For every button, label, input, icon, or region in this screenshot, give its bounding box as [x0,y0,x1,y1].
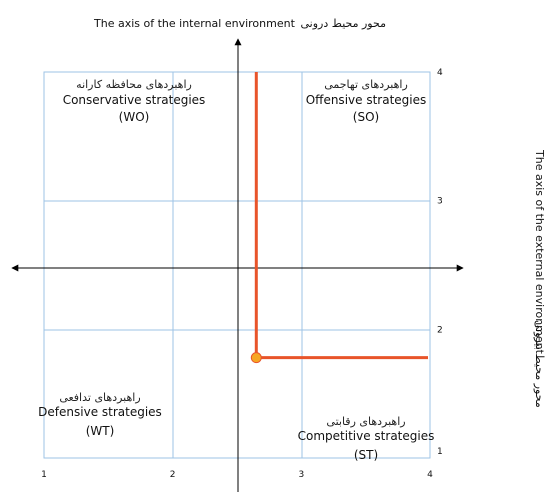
quadrant-so-en: Offensive strategies [306,93,427,107]
right-axis-title: The axis of the external environment [533,149,546,355]
y-tick-label: 2 [437,325,443,335]
diagram-title: The axis of the internal environment [93,17,296,30]
quadrant-st-en: Competitive strategies [298,429,435,443]
y-tick-label: 3 [437,197,443,207]
quadrant-so-code: (SO) [353,110,379,124]
position-point [250,352,262,364]
y-tick-label: 4 [437,68,443,78]
quadrant-wt-code: (WT) [86,424,115,438]
quadrant-wt-en: Defensive strategies [38,405,162,419]
quadrant-wo-fa: راهبردهای محافظه کارانه [76,78,192,91]
y-tick-label: 1 [437,447,443,457]
quadrant-wo-code: (WO) [119,110,150,124]
x-tick-label: 2 [170,470,176,480]
x-tick-label: 4 [427,470,433,480]
diagram-title-fa: محور محیط درونی [301,17,387,30]
quadrant-wo-en: Conservative strategies [63,93,206,107]
quadrant-so-fa: راهبردهای تهاجمی [324,78,408,91]
x-tick-label: 3 [298,470,304,480]
x-tick-label: 1 [41,470,47,480]
quadrant-wt-fa: راهبردهای تدافعی [59,391,140,404]
quadrant-st-fa: راهبردهای رقابتی [326,415,405,428]
right-axis-title-fa: محور محیط بیرونی [533,320,546,408]
quadrant-st-code: (ST) [354,448,378,462]
